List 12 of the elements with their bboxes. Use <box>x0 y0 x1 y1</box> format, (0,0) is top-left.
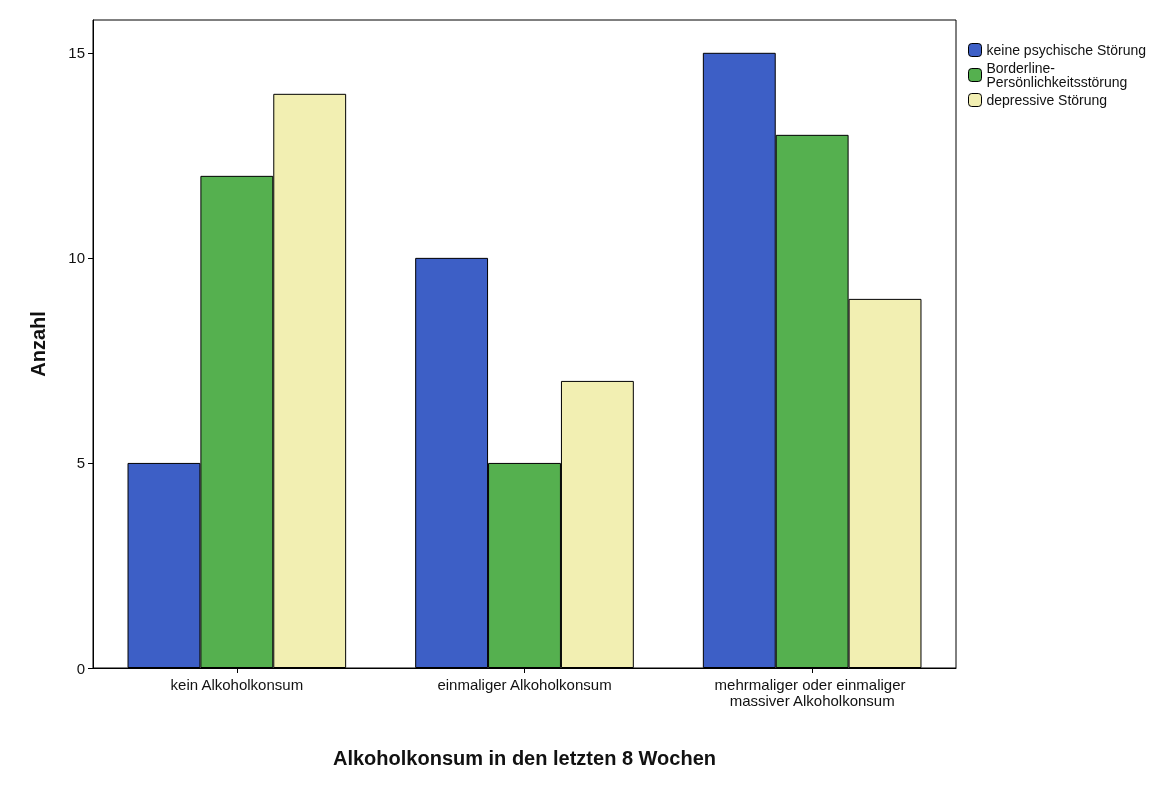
y-axis-title: Anzahl <box>27 311 49 377</box>
y-tick-label: 15 <box>68 44 85 62</box>
x-tick-label: kein Alkoholkonsum <box>170 675 304 693</box>
legend-label: keine psychische Störung <box>986 42 1147 58</box>
legend-label: Borderline-Persönlichkeitsstörung <box>986 60 1128 90</box>
y-tick-label: 5 <box>76 454 85 472</box>
legend-label: depressive Störung <box>986 92 1108 108</box>
x-tick-label: einmaliger Alkoholkonsum <box>437 675 612 693</box>
x-tick-label: mehrmaliger oder einmaliger massiver Alkoholkonsum <box>714 675 910 709</box>
y-tick-label: 0 <box>76 659 85 677</box>
y-tick-label: 10 <box>68 249 85 267</box>
x-axis-title: Alkoholkonsum in den letzten 8 Wochen <box>333 747 716 769</box>
